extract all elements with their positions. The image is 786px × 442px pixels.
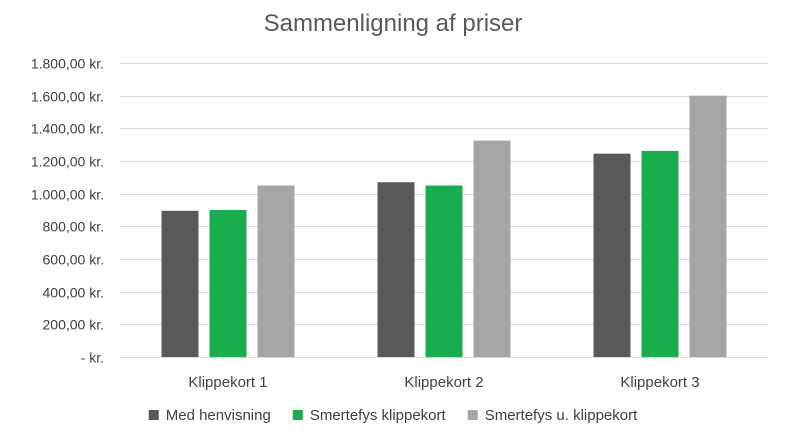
legend-item: Med henvisning [148, 407, 271, 424]
bars [161, 95, 727, 358]
legend-item: Smertefys klippekort [292, 407, 447, 424]
bar-3-1 [257, 185, 295, 357]
category-label: Klippekort 2 [404, 374, 483, 391]
legend-swatch [467, 410, 478, 420]
bar-2-1 [209, 210, 247, 357]
y-tick-label: 1.200,00 kr. [31, 154, 104, 170]
legend-label: Smertefys klippekort [310, 407, 447, 424]
bar-3-3 [689, 95, 727, 358]
legend: Med henvisning Smertefys klippekort Smerte… [148, 407, 638, 424]
y-tick-label: 1.800,00 kr. [31, 56, 104, 72]
bar-2-2 [425, 185, 463, 357]
legend-swatch [148, 410, 159, 420]
y-tick-label: 1.000,00 kr. [31, 187, 104, 203]
category-label: Klippekort 3 [620, 374, 699, 391]
category-labels: Klippekort 1 Klippekort 2 Klippekort 3 [188, 374, 699, 391]
y-tick-label: 400,00 kr. [43, 285, 105, 301]
legend-swatch [292, 410, 303, 420]
bar-1-2 [377, 182, 415, 357]
y-tick-label: - kr. [81, 350, 104, 366]
y-tick-label: 800,00 kr. [43, 219, 105, 235]
bar-3-2 [473, 140, 511, 357]
chart-title: Sammenligning af priser [264, 10, 523, 37]
bar-1-1 [161, 210, 199, 357]
y-tick-label: 600,00 kr. [43, 252, 105, 268]
y-tick-label: 200,00 kr. [43, 317, 105, 333]
y-tick-label: 1.600,00 kr. [31, 89, 104, 105]
y-axis-tick-labels: - kr. 200,00 kr. 400,00 kr. 600,00 kr. 800,0… [31, 56, 104, 366]
y-tick-label: 1.400,00 kr. [31, 121, 104, 137]
legend-label: Med henvisning [166, 407, 271, 424]
bar-2-3 [641, 150, 679, 357]
bar-1-3 [593, 153, 631, 357]
legend-item: Smertefys u. klippekort [467, 407, 638, 424]
category-label: Klippekort 1 [188, 374, 267, 391]
legend-label: Smertefys u. klippekort [485, 407, 638, 424]
